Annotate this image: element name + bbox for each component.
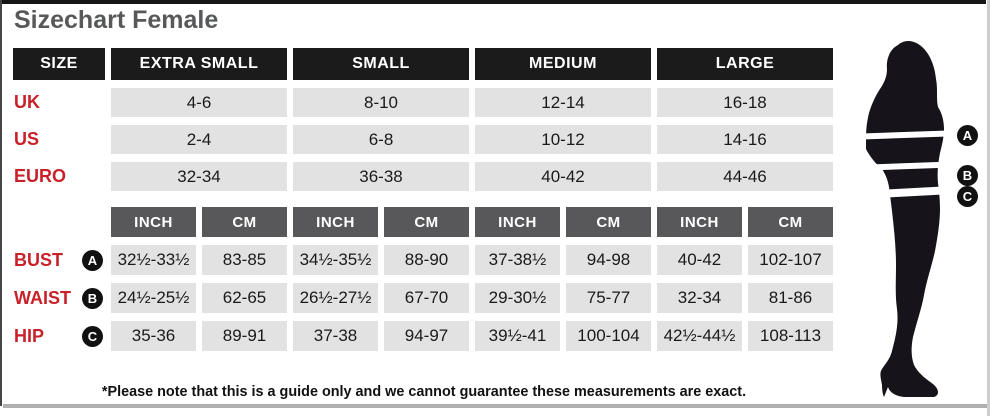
cell-euro-medium: 40-42 [475,162,651,191]
unit-header-cm-small: CM [384,207,469,237]
unit-header-cm-large: CM [748,207,833,237]
row-label-text: HIP [14,325,45,346]
cell-hip-medium-cm: 100-104 [566,321,651,351]
cell-waist-extra-small-cm: 62-65 [202,283,287,313]
cell-bust-small-inch: 34½-35½ [293,245,378,275]
female-silhouette-icon [862,41,951,397]
cell-bust-extra-small-inch: 32½-33½ [111,245,196,275]
col-header-size: SIZE [13,48,105,80]
col-header-medium: MEDIUM [475,48,651,80]
cell-waist-medium-inch: 29-30½ [475,283,560,313]
cell-hip-extra-small-inch: 35-36 [111,321,196,351]
footnote: *Please note that this is a guide only a… [101,383,747,400]
row-label-text: BUST [14,249,63,270]
cell-bust-medium-inch: 37-38½ [475,245,560,275]
cell-waist-large-cm: 81-86 [748,283,833,313]
cell-euro-extra-small: 32-34 [111,162,287,191]
cell-us-extra-small: 2-4 [111,125,287,154]
cell-bust-medium-cm: 94-98 [566,245,651,275]
cell-hip-extra-small-cm: 89-91 [202,321,287,351]
row-label-us: US [14,129,40,149]
cell-waist-extra-small-inch: 24½-25½ [111,283,196,313]
col-header-extra-small: EXTRA SMALL [111,48,287,80]
figure-marker-b: B [957,165,978,186]
frame-right-border [987,0,990,416]
cell-uk-medium: 12-14 [475,88,651,117]
cell-us-small: 6-8 [293,125,469,154]
cell-us-medium: 10-12 [475,125,651,154]
marker-badge-c: C [82,325,103,347]
cell-bust-large-cm: 102-107 [748,245,833,275]
cell-hip-small-inch: 37-38 [293,321,378,351]
row-label-text: WAIST [14,287,71,308]
row-label-uk: UK [14,92,40,112]
col-header-small: SMALL [293,48,469,80]
cell-waist-small-inch: 26½-27½ [293,283,378,313]
unit-header-inch-extra-small: INCH [111,207,196,237]
marker-badge-a: A [82,249,103,271]
figure-marker-a: A [957,125,978,146]
unit-header-cm-extra-small: CM [202,207,287,237]
cell-euro-large: 44-46 [657,162,833,191]
size-table: SIZE EXTRA SMALL SMALL MEDIUM LARGE UK 4-6 8-10… [13,48,835,351]
row-label-waist: WAIST B [13,283,105,313]
frame-left-border [0,0,2,406]
cell-us-large: 14-16 [657,125,833,154]
cell-euro-small: 36-38 [293,162,469,191]
unit-header-inch-large: INCH [657,207,742,237]
page-title: Sizechart Female [14,6,219,34]
cell-waist-large-inch: 32-34 [657,283,742,313]
frame-top-border [0,0,986,4]
frame-bottom-border [3,404,987,408]
figure-marker-c: C [957,186,978,207]
cell-uk-small: 8-10 [293,88,469,117]
cell-uk-extra-small: 4-6 [111,88,287,117]
row-label-bust: BUST A [13,245,105,275]
cell-hip-large-inch: 42½-44½ [657,321,742,351]
unit-header-cm-medium: CM [566,207,651,237]
cell-hip-large-cm: 108-113 [748,321,833,351]
row-label-hip: HIP C [13,321,105,351]
col-header-large: LARGE [657,48,833,80]
cell-uk-large: 16-18 [657,88,833,117]
cell-waist-small-cm: 67-70 [384,283,469,313]
cell-hip-small-cm: 94-97 [384,321,469,351]
cell-hip-medium-inch: 39½-41 [475,321,560,351]
cell-bust-large-inch: 40-42 [657,245,742,275]
marker-badge-b: B [82,287,103,309]
cell-waist-medium-cm: 75-77 [566,283,651,313]
unit-header-inch-medium: INCH [475,207,560,237]
unit-header-inch-small: INCH [293,207,378,237]
row-label-euro: EURO [14,166,67,186]
cell-bust-extra-small-cm: 83-85 [202,245,287,275]
cell-bust-small-cm: 88-90 [384,245,469,275]
